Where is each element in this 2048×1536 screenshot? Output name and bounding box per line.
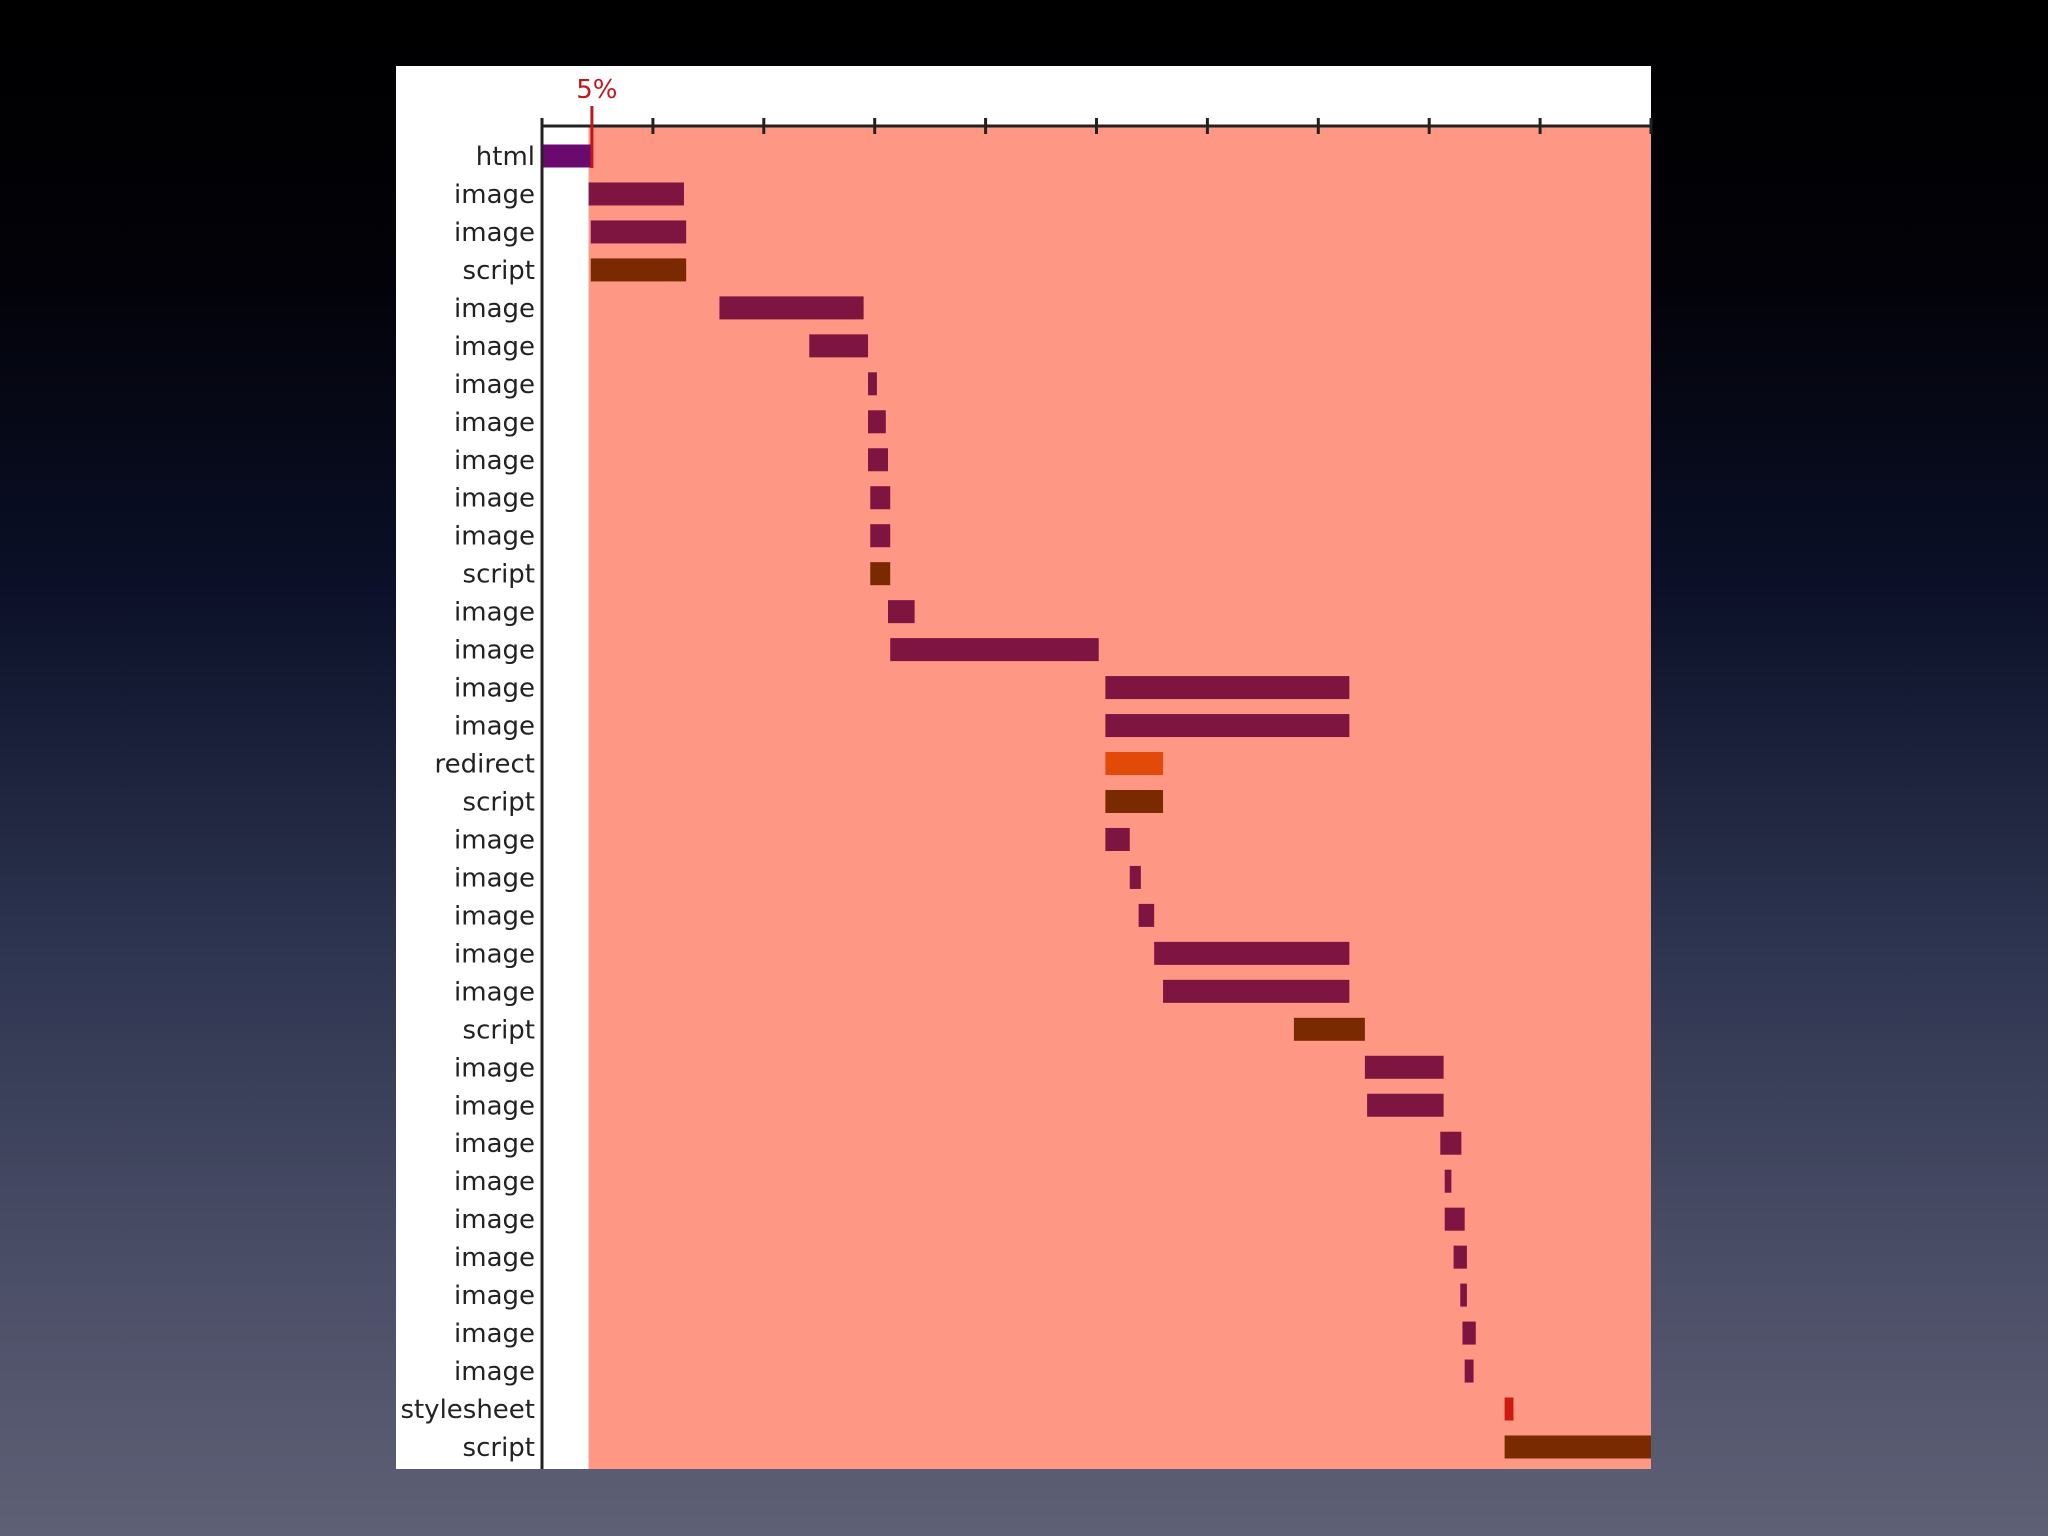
- row-label-20: image: [454, 901, 535, 931]
- bar-script-3: [590, 258, 687, 282]
- bar-script-11: [870, 562, 891, 586]
- bar-image-12: [888, 600, 915, 624]
- bars-layer: [542, 144, 1651, 1459]
- row-label-18: image: [454, 825, 535, 855]
- row-label-28: image: [454, 1205, 535, 1235]
- bar-image-9: [870, 486, 891, 510]
- row-label-32: image: [454, 1357, 535, 1387]
- bar-image-10: [870, 524, 891, 548]
- row-label-1: image: [454, 180, 535, 210]
- bar-image-30: [1460, 1283, 1467, 1307]
- row-label-26: image: [454, 1129, 535, 1159]
- bar-image-1: [588, 182, 684, 206]
- row-label-34: script: [463, 1433, 535, 1463]
- bar-image-13: [890, 638, 1099, 662]
- row-label-27: image: [454, 1167, 535, 1197]
- bar-image-19: [1129, 865, 1141, 889]
- row-label-14: image: [454, 674, 535, 704]
- bar-script-34: [1504, 1435, 1651, 1459]
- bar-image-25: [1367, 1093, 1444, 1117]
- bar-image-22: [1163, 979, 1350, 1003]
- bar-script-23: [1293, 1017, 1365, 1041]
- row-label-10: image: [454, 522, 535, 552]
- bar-image-14: [1105, 676, 1350, 700]
- x-axis-ticks: [540, 118, 1653, 134]
- row-label-0: html: [476, 142, 535, 172]
- row-label-17: script: [463, 787, 535, 817]
- row-label-25: image: [454, 1091, 535, 1121]
- row-label-9: image: [454, 484, 535, 514]
- bar-image-15: [1105, 714, 1350, 738]
- row-label-6: image: [454, 370, 535, 400]
- bar-html-0: [542, 144, 591, 168]
- row-label-30: image: [454, 1281, 535, 1311]
- row-label-15: image: [454, 712, 535, 742]
- bar-image-6: [868, 372, 877, 396]
- row-label-23: script: [463, 1015, 535, 1045]
- bar-image-4: [719, 296, 864, 320]
- row-label-19: image: [454, 863, 535, 893]
- row-label-31: image: [454, 1319, 535, 1349]
- bar-image-27: [1444, 1169, 1452, 1193]
- row-label-24: image: [454, 1053, 535, 1083]
- bar-image-7: [868, 410, 886, 434]
- bar-image-29: [1453, 1245, 1467, 1269]
- row-label-29: image: [454, 1243, 535, 1273]
- row-labels: html image image script image image image image…: [400, 142, 535, 1463]
- bar-image-20: [1138, 903, 1155, 927]
- bar-image-18: [1105, 827, 1130, 851]
- bar-image-5: [809, 334, 869, 358]
- bar-image-21: [1154, 941, 1350, 965]
- bar-image-28: [1444, 1207, 1465, 1231]
- bar-image-2: [590, 220, 687, 244]
- row-label-22: image: [454, 977, 535, 1007]
- row-label-13: image: [454, 636, 535, 666]
- row-label-11: script: [463, 560, 535, 590]
- row-label-33: stylesheet: [400, 1395, 535, 1425]
- row-label-3: script: [463, 256, 535, 286]
- row-label-16: redirect: [435, 750, 535, 780]
- row-label-2: image: [454, 218, 535, 248]
- bar-redirect-16: [1105, 752, 1164, 776]
- bar-stylesheet-33: [1504, 1397, 1514, 1421]
- bar-image-26: [1440, 1131, 1462, 1155]
- marker-label: 5%: [576, 75, 617, 105]
- bar-script-17: [1105, 789, 1164, 813]
- bar-image-8: [868, 448, 889, 472]
- row-label-8: image: [454, 446, 535, 476]
- row-label-21: image: [454, 939, 535, 969]
- row-label-12: image: [454, 598, 535, 628]
- bar-image-31: [1462, 1321, 1476, 1345]
- row-label-4: image: [454, 294, 535, 324]
- bar-image-24: [1364, 1055, 1444, 1079]
- row-label-7: image: [454, 408, 535, 438]
- bar-image-32: [1464, 1359, 1474, 1383]
- row-label-5: image: [454, 332, 535, 362]
